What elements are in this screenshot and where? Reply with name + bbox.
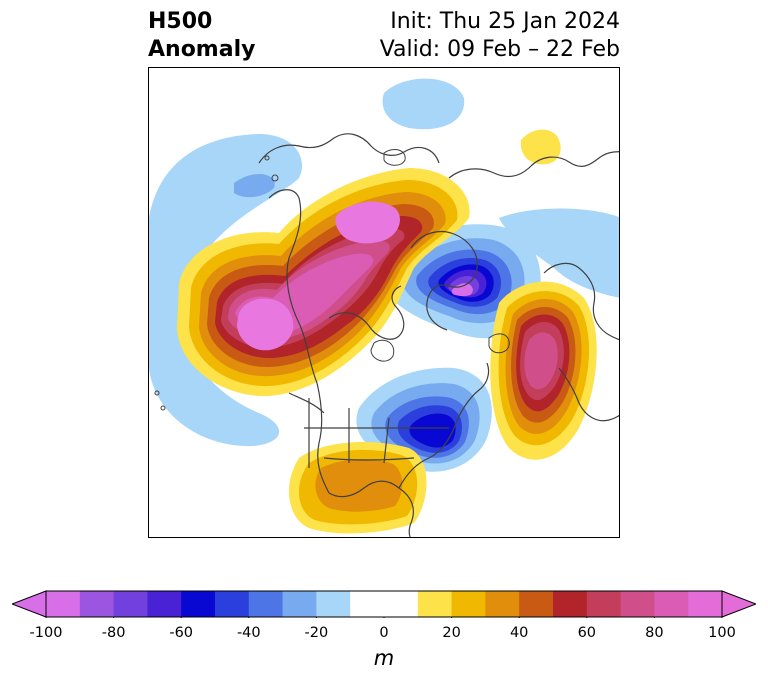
arctic-canada-core xyxy=(335,201,400,244)
colorbar-segment xyxy=(181,591,216,617)
islands xyxy=(154,149,510,411)
colorbar-segment xyxy=(282,591,317,617)
anomaly-map xyxy=(148,67,620,538)
colorbar-tick-label: 100 xyxy=(708,625,736,641)
colorbar-tick-label: -20 xyxy=(304,625,329,641)
colorbar-over-arrow xyxy=(721,590,756,618)
colorbar-segment xyxy=(417,591,453,617)
colorbar-tick-label: 40 xyxy=(509,625,529,641)
colorbar-under-arrow xyxy=(12,590,47,618)
negative-anomaly-west-halo xyxy=(149,134,303,447)
atlantic-core xyxy=(524,332,558,390)
colorbar-segment xyxy=(350,591,419,617)
colorbar-tick-label: -40 xyxy=(236,625,261,641)
forecast-dates: Init: Thu 25 Jan 2024 Valid: 09 Feb – 22… xyxy=(380,8,620,64)
colorbar-tick-label: -60 xyxy=(169,625,194,641)
colorbar-segment xyxy=(46,591,81,617)
east-us-core xyxy=(409,413,456,448)
valid-dates: Valid: 09 Feb – 22 Feb xyxy=(379,37,620,62)
colorbar-segment xyxy=(215,591,250,617)
colorbar-segment xyxy=(688,591,723,617)
negative-anomaly-siberia xyxy=(382,78,465,130)
colorbar-segment xyxy=(620,591,655,617)
colorbar-tick-label: 0 xyxy=(379,625,389,641)
colorbar-tick-label: 20 xyxy=(442,625,461,641)
title-line-2: Anomaly xyxy=(148,37,256,62)
init-date: Init: Thu 25 Jan 2024 xyxy=(390,9,620,34)
colorbar-tick-label: -100 xyxy=(29,625,63,641)
greenland-core xyxy=(451,283,473,297)
coastlines xyxy=(258,133,619,537)
colorbar-segment xyxy=(147,591,182,617)
colorbar-segments xyxy=(46,591,723,617)
pacific-core xyxy=(237,298,294,351)
colorbar xyxy=(12,590,756,618)
colorbar-segment xyxy=(316,591,351,617)
colorbar-segment xyxy=(553,591,588,617)
colorbar-segment xyxy=(248,591,284,617)
colorbar-tick-label: 60 xyxy=(577,625,597,641)
south-us-core xyxy=(315,459,403,512)
negative-anomaly-aleutian xyxy=(234,173,275,198)
anomaly-map-svg xyxy=(149,78,619,537)
colorbar-segment xyxy=(654,591,689,617)
chart-title: H500 Anomaly xyxy=(148,8,255,64)
colorbar-segment xyxy=(519,591,554,617)
negative-anomaly-europe xyxy=(499,208,619,298)
colorbar-segment xyxy=(485,591,520,617)
colorbar-segment xyxy=(451,591,486,617)
colorbar-tick-label: 80 xyxy=(645,625,664,641)
title-line-1: H500 xyxy=(148,9,213,34)
colorbar-segment xyxy=(586,591,622,617)
positive-anomaly-scandinavia xyxy=(520,129,561,165)
colorbar-unit: m xyxy=(373,646,395,670)
colorbar-tick-label: -80 xyxy=(101,625,126,641)
colorbar-segment xyxy=(113,591,148,617)
colorbar-segment xyxy=(79,591,115,617)
